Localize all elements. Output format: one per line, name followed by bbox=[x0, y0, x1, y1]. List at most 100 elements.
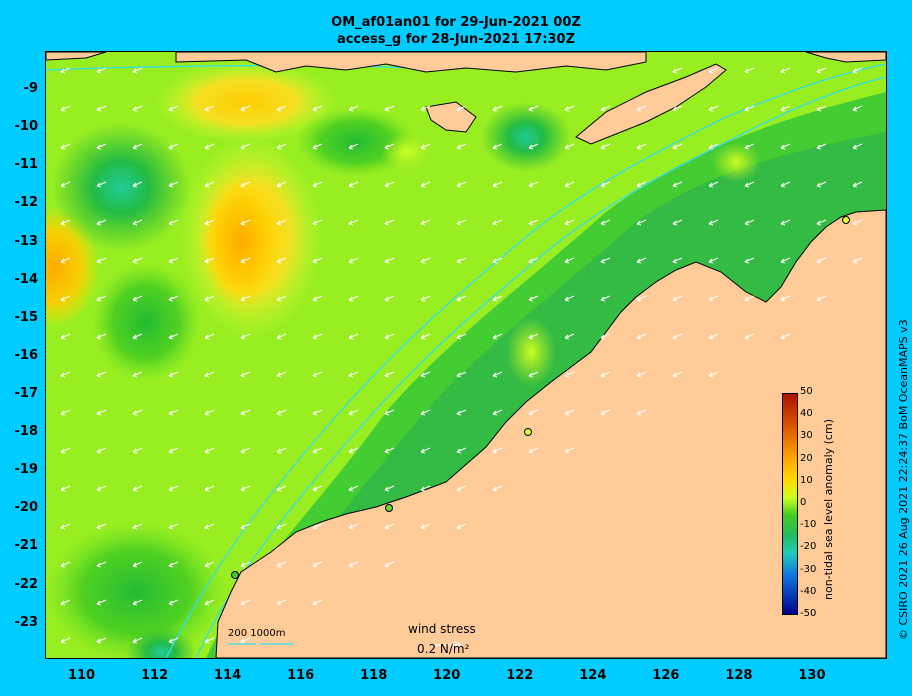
wind-arrow-head bbox=[240, 410, 246, 416]
wind-arrow-head bbox=[168, 372, 174, 378]
wind-arrow-head bbox=[168, 106, 174, 112]
wind-arrow-head bbox=[456, 220, 462, 226]
wind-arrow bbox=[240, 257, 251, 263]
wind-arrow-head bbox=[60, 448, 66, 454]
wind-arrow-head bbox=[60, 562, 66, 568]
wind-arrow-head bbox=[312, 410, 318, 416]
wind-arrow bbox=[528, 105, 539, 111]
wind-arrow-head bbox=[240, 448, 246, 454]
wind-arrow-head bbox=[852, 258, 858, 264]
wind-arrow-head bbox=[528, 334, 534, 340]
anomaly-green-timor bbox=[481, 102, 571, 172]
wind-arrow-head bbox=[204, 638, 210, 644]
wind-arrow-head bbox=[348, 220, 354, 226]
contour-200m bbox=[195, 76, 886, 658]
wind-arrow-head bbox=[816, 258, 822, 264]
wind-arrow bbox=[492, 143, 503, 149]
colorbar-tick-label: -30 bbox=[800, 563, 817, 575]
wind-arrow bbox=[276, 485, 287, 491]
credit-text: © CSIRO 2021 26 Aug 2021 22:24:37 BoM Oc… bbox=[897, 319, 910, 640]
wind-arrow bbox=[276, 561, 287, 567]
wind-arrow bbox=[420, 295, 431, 301]
wind-arrow bbox=[60, 637, 71, 643]
lon-tick-label: 118 bbox=[360, 668, 388, 683]
wind-arrow-head bbox=[672, 220, 678, 226]
wind-arrow bbox=[456, 105, 467, 111]
wind-arrow bbox=[420, 409, 431, 415]
wind-arrow bbox=[708, 295, 719, 301]
wind-arrow bbox=[816, 181, 827, 187]
wind-arrow bbox=[132, 561, 143, 567]
lat-tick-label: -23 bbox=[14, 614, 39, 630]
wind-arrow bbox=[60, 219, 71, 225]
wind-arrow bbox=[852, 105, 863, 111]
wind-arrow bbox=[348, 447, 359, 453]
wind-arrow-head bbox=[564, 220, 570, 226]
wind-arrow-head bbox=[240, 638, 246, 644]
colorbar-tick-label: 10 bbox=[800, 474, 813, 486]
wind-arrow bbox=[204, 637, 215, 643]
wind-arrow-head bbox=[564, 106, 570, 112]
wind-arrow-head bbox=[348, 334, 354, 340]
wind-arrow-head bbox=[204, 296, 210, 302]
wind-arrow bbox=[492, 485, 503, 491]
wind-arrow-head bbox=[672, 68, 678, 74]
wind-arrow bbox=[672, 105, 683, 111]
wind-arrow bbox=[456, 295, 467, 301]
wind-arrow-head bbox=[348, 144, 354, 150]
wind-arrow-head bbox=[204, 144, 210, 150]
wind-arrow-head bbox=[528, 220, 534, 226]
anomaly-green-mid bbox=[91, 262, 201, 382]
lat-tick-label: -17 bbox=[14, 386, 39, 402]
wind-arrow bbox=[204, 485, 215, 491]
wind-arrow bbox=[204, 219, 215, 225]
wind-arrow-head bbox=[96, 220, 102, 226]
wind-arrow-head bbox=[456, 296, 462, 302]
map-plot-area bbox=[45, 51, 887, 659]
wind-arrow-head bbox=[744, 144, 750, 150]
wind-arrow-head bbox=[708, 296, 714, 302]
wind-arrow bbox=[276, 143, 287, 149]
wind-arrow-head bbox=[492, 448, 498, 454]
wind-arrow bbox=[384, 105, 395, 111]
wind-arrow bbox=[600, 333, 611, 339]
wind-arrow bbox=[96, 333, 107, 339]
wind-arrow bbox=[492, 371, 503, 377]
land-west-java bbox=[46, 52, 107, 61]
wind-arrow bbox=[276, 105, 287, 111]
wind-arrow-head bbox=[312, 258, 318, 264]
wind-arrow bbox=[204, 333, 215, 339]
wind-arrow bbox=[240, 561, 251, 567]
wind-arrow-head bbox=[96, 296, 102, 302]
wind-arrow-head bbox=[420, 220, 426, 226]
wind-arrow-head bbox=[168, 144, 174, 150]
wind-arrow-head bbox=[456, 486, 462, 492]
wind-arrow-head bbox=[636, 220, 642, 226]
wind-arrow bbox=[96, 485, 107, 491]
wind-arrow-head bbox=[132, 334, 138, 340]
wind-arrow-head bbox=[96, 448, 102, 454]
wind-arrow-head bbox=[132, 638, 138, 644]
wind-arrow bbox=[348, 485, 359, 491]
anomaly-yellow-north bbox=[156, 62, 336, 142]
wind-arrow bbox=[564, 333, 575, 339]
wind-arrow-head bbox=[780, 68, 786, 74]
wind-arrow bbox=[168, 447, 179, 453]
wind-arrow bbox=[420, 219, 431, 225]
wind-arrow bbox=[816, 67, 827, 73]
wind-arrow bbox=[240, 523, 251, 529]
wind-arrow-head bbox=[492, 220, 498, 226]
wind-arrow bbox=[132, 257, 143, 263]
wind-arrow-head bbox=[240, 258, 246, 264]
wind-arrow-head bbox=[528, 448, 534, 454]
wind-arrow bbox=[384, 523, 395, 529]
wind-arrow-head bbox=[312, 562, 318, 568]
wind-arrow bbox=[564, 447, 575, 453]
lat-tick-label: -14 bbox=[14, 271, 39, 287]
wind-arrow bbox=[312, 409, 323, 415]
wind-arrow bbox=[564, 219, 575, 225]
wind-arrow-head bbox=[240, 296, 246, 302]
wind-arrow bbox=[240, 637, 251, 643]
wind-arrow bbox=[456, 257, 467, 263]
wind-arrow bbox=[96, 599, 107, 605]
